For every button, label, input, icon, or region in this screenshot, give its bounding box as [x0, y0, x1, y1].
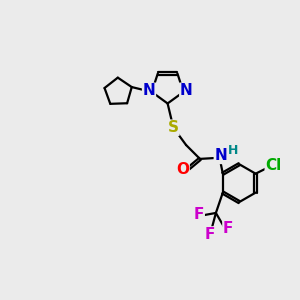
Text: S: S [168, 120, 179, 135]
Text: F: F [194, 207, 204, 222]
Text: N: N [214, 148, 227, 164]
Text: F: F [205, 227, 215, 242]
Text: H: H [228, 144, 239, 157]
Text: N: N [180, 83, 193, 98]
Text: Cl: Cl [265, 158, 281, 173]
Text: N: N [142, 83, 155, 98]
Text: O: O [176, 162, 189, 177]
Text: F: F [223, 221, 233, 236]
